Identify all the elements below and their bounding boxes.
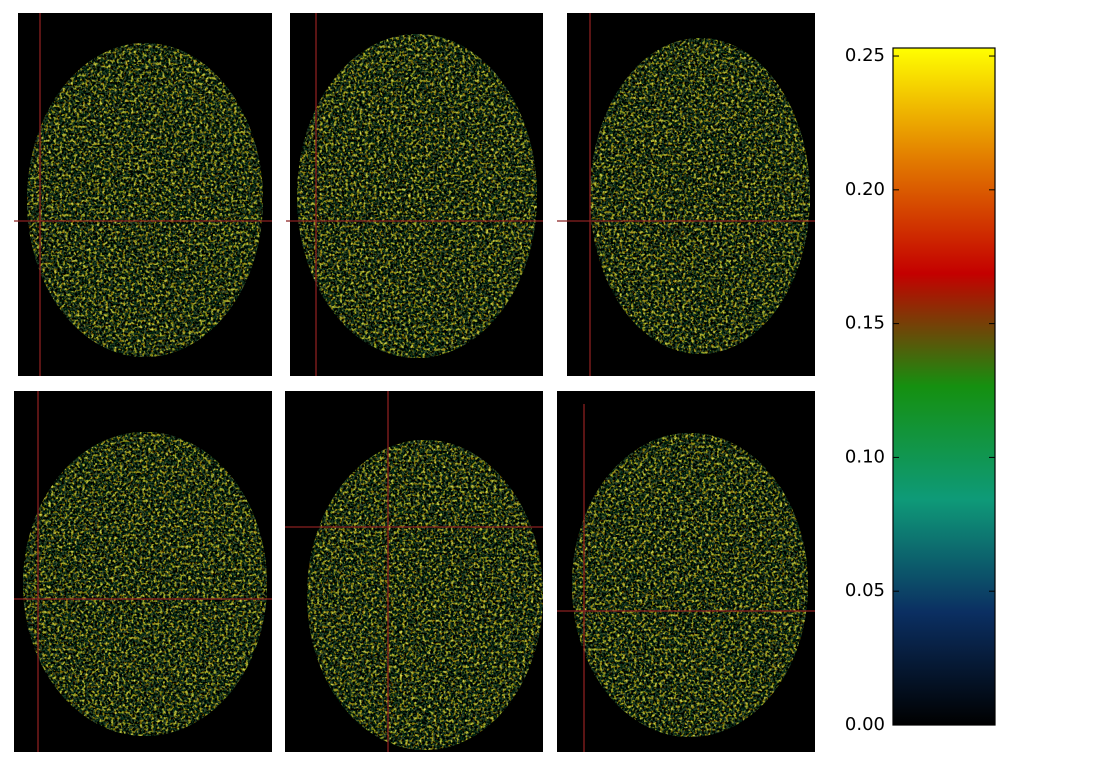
tick-label: 0.20 — [845, 179, 885, 200]
brain-hotspots — [572, 433, 808, 737]
crosshairs — [14, 13, 815, 752]
slice-panels — [14, 13, 815, 752]
brain-hotspots — [307, 440, 543, 750]
brain-hotspots — [27, 43, 263, 357]
brain-hotspots — [590, 38, 810, 354]
tick-label: 0.10 — [845, 446, 885, 467]
colorbar-fill — [892, 47, 996, 726]
colorbar: 0.00 0.05 0.10 0.15 0.20 0.25 — [845, 45, 996, 735]
tick-label: 0.25 — [845, 45, 885, 66]
tick-label: 0.15 — [845, 313, 885, 334]
tick-label: 0.05 — [845, 580, 885, 601]
brain-hotspots — [297, 34, 537, 358]
tick-label: 0.00 — [845, 714, 885, 735]
brain-hotspots — [23, 432, 267, 736]
